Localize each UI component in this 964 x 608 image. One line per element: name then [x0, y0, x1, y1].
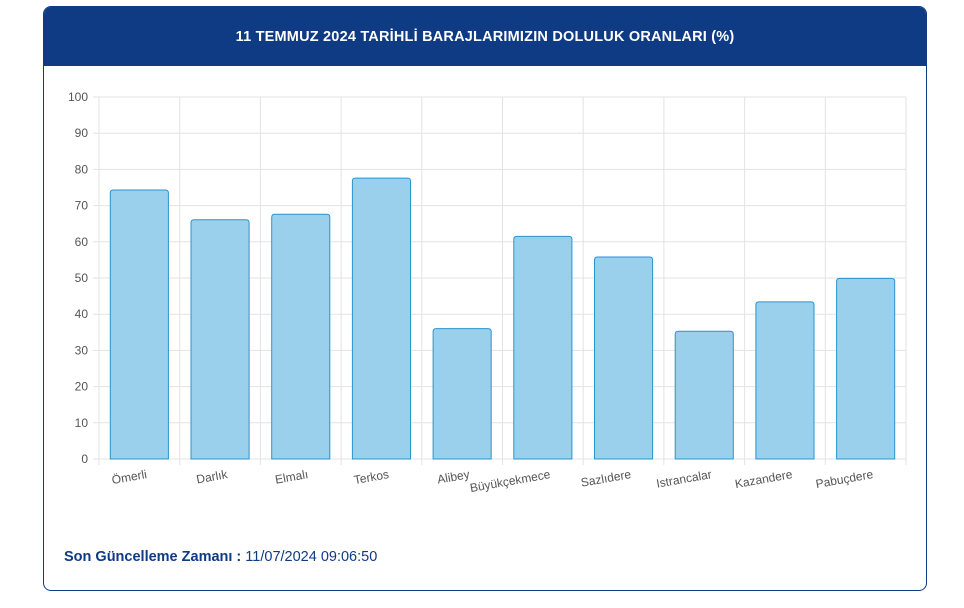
- bar-4[interactable]: [432, 328, 492, 460]
- bar-5[interactable]: [513, 235, 573, 460]
- y-tick-label: 40: [75, 307, 89, 321]
- x-tick-label: Sazlıdere: [580, 467, 633, 490]
- x-tick-label: Pabuçdere: [815, 467, 875, 491]
- last-update-label: Son Güncelleme Zamanı :: [64, 549, 242, 565]
- y-tick-label: 10: [75, 416, 89, 430]
- grid-lines: [93, 96, 907, 465]
- bar-2[interactable]: [271, 213, 331, 460]
- y-tick-label: 80: [75, 162, 89, 176]
- x-tick-label: Terkos: [353, 467, 390, 487]
- y-tick-label: 100: [68, 90, 88, 104]
- x-tick-label: Alibey: [436, 467, 471, 486]
- bars: [109, 177, 896, 460]
- last-update-value: 11/07/2024 09:06:50: [245, 549, 378, 565]
- y-tick-label: 50: [75, 271, 89, 285]
- y-tick-label: 20: [75, 380, 89, 394]
- bar-1[interactable]: [190, 219, 250, 460]
- chart-title: 11 TEMMUZ 2024 TARİHLİ BARAJLARIMIZIN DO…: [44, 7, 926, 66]
- y-axis-tick-labels: 0 10 20 30 40 50 60 70 80 90 100: [68, 90, 88, 466]
- bar-3[interactable]: [351, 177, 412, 460]
- x-tick-label: Elmalı: [274, 467, 309, 487]
- x-tick-label: Ömerli: [111, 467, 148, 487]
- y-tick-label: 90: [75, 126, 89, 140]
- last-update: Son Güncelleme Zamanı : 11/07/2024 09:06…: [64, 549, 377, 565]
- y-tick-label: 60: [75, 235, 89, 249]
- bar-0[interactable]: [109, 189, 169, 460]
- bar-7[interactable]: [674, 330, 734, 460]
- y-tick-label: 0: [81, 452, 88, 466]
- y-tick-label: 30: [75, 343, 89, 357]
- bar-6[interactable]: [593, 256, 654, 460]
- bar-9[interactable]: [836, 277, 896, 460]
- y-tick-label: 70: [75, 199, 89, 213]
- x-axis-tick-labels: Ömerli Darlık Elmalı Terkos AlibeyBüyükçekme…: [111, 467, 875, 495]
- bar-chart: 0 10 20 30 40 50 60 70 80 90 100 Ömerli Darlık Elmal…: [68, 90, 907, 495]
- x-tick-label: Darlık: [195, 467, 229, 486]
- chart-card: 11 TEMMUZ 2024 TARİHLİ BARAJLARIMIZIN DO…: [43, 6, 927, 591]
- x-tick-label: Istrancalar: [655, 467, 713, 491]
- bar-8[interactable]: [755, 301, 815, 460]
- x-tick-label: Kazandere: [734, 467, 794, 491]
- x-tick-label: Büyükçekmece: [469, 467, 552, 495]
